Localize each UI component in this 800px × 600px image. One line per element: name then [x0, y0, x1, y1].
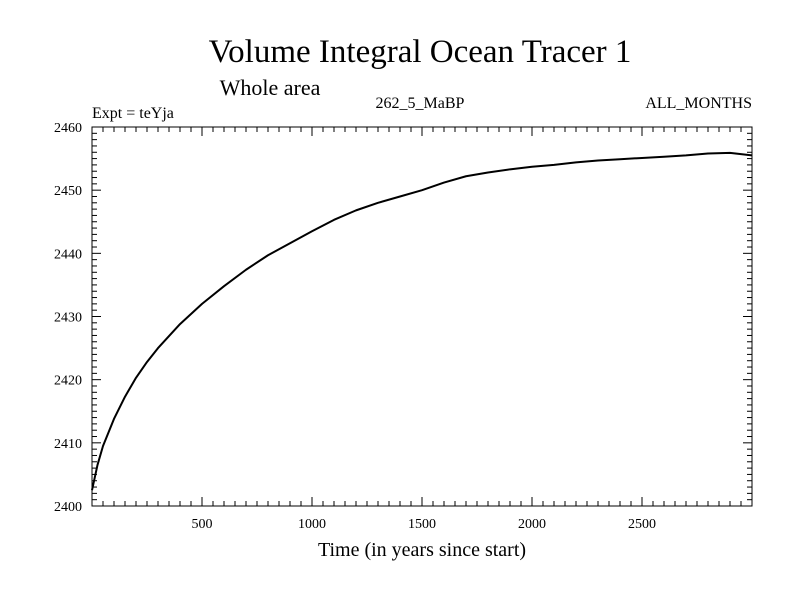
chart-title: Volume Integral Ocean Tracer 1 [209, 34, 632, 70]
y-tick-label: 2410 [54, 437, 82, 452]
axis-ticks [92, 127, 752, 506]
expt-label: Expt = teYja [92, 105, 174, 122]
months-label: ALL_MONTHS [645, 95, 752, 112]
x-tick-label: 1500 [408, 517, 436, 532]
y-tick-label: 2400 [54, 500, 82, 515]
y-tick-label: 2460 [54, 121, 82, 136]
chart-subtitle: Whole area [220, 75, 321, 100]
x-tick-labels: 500 1000 1500 2000 2500 [192, 517, 657, 532]
x-tick-label: 1000 [298, 517, 326, 532]
period-label: 262_5_MaBP [376, 95, 465, 112]
plot-frame [91, 126, 753, 507]
series-line [91, 151, 753, 491]
x-tick-label: 500 [192, 517, 213, 532]
x-tick-label: 2500 [628, 517, 656, 532]
y-tick-label: 2450 [54, 184, 82, 199]
y-tick-label: 2420 [54, 374, 82, 389]
x-axis-label: Time (in years since start) [318, 539, 526, 561]
y-tick-labels: 2400 2410 2420 2430 2440 2450 2460 [54, 121, 82, 515]
x-tick-label: 2000 [518, 517, 546, 532]
y-tick-label: 2430 [54, 311, 82, 326]
y-tick-label: 2440 [54, 247, 82, 262]
